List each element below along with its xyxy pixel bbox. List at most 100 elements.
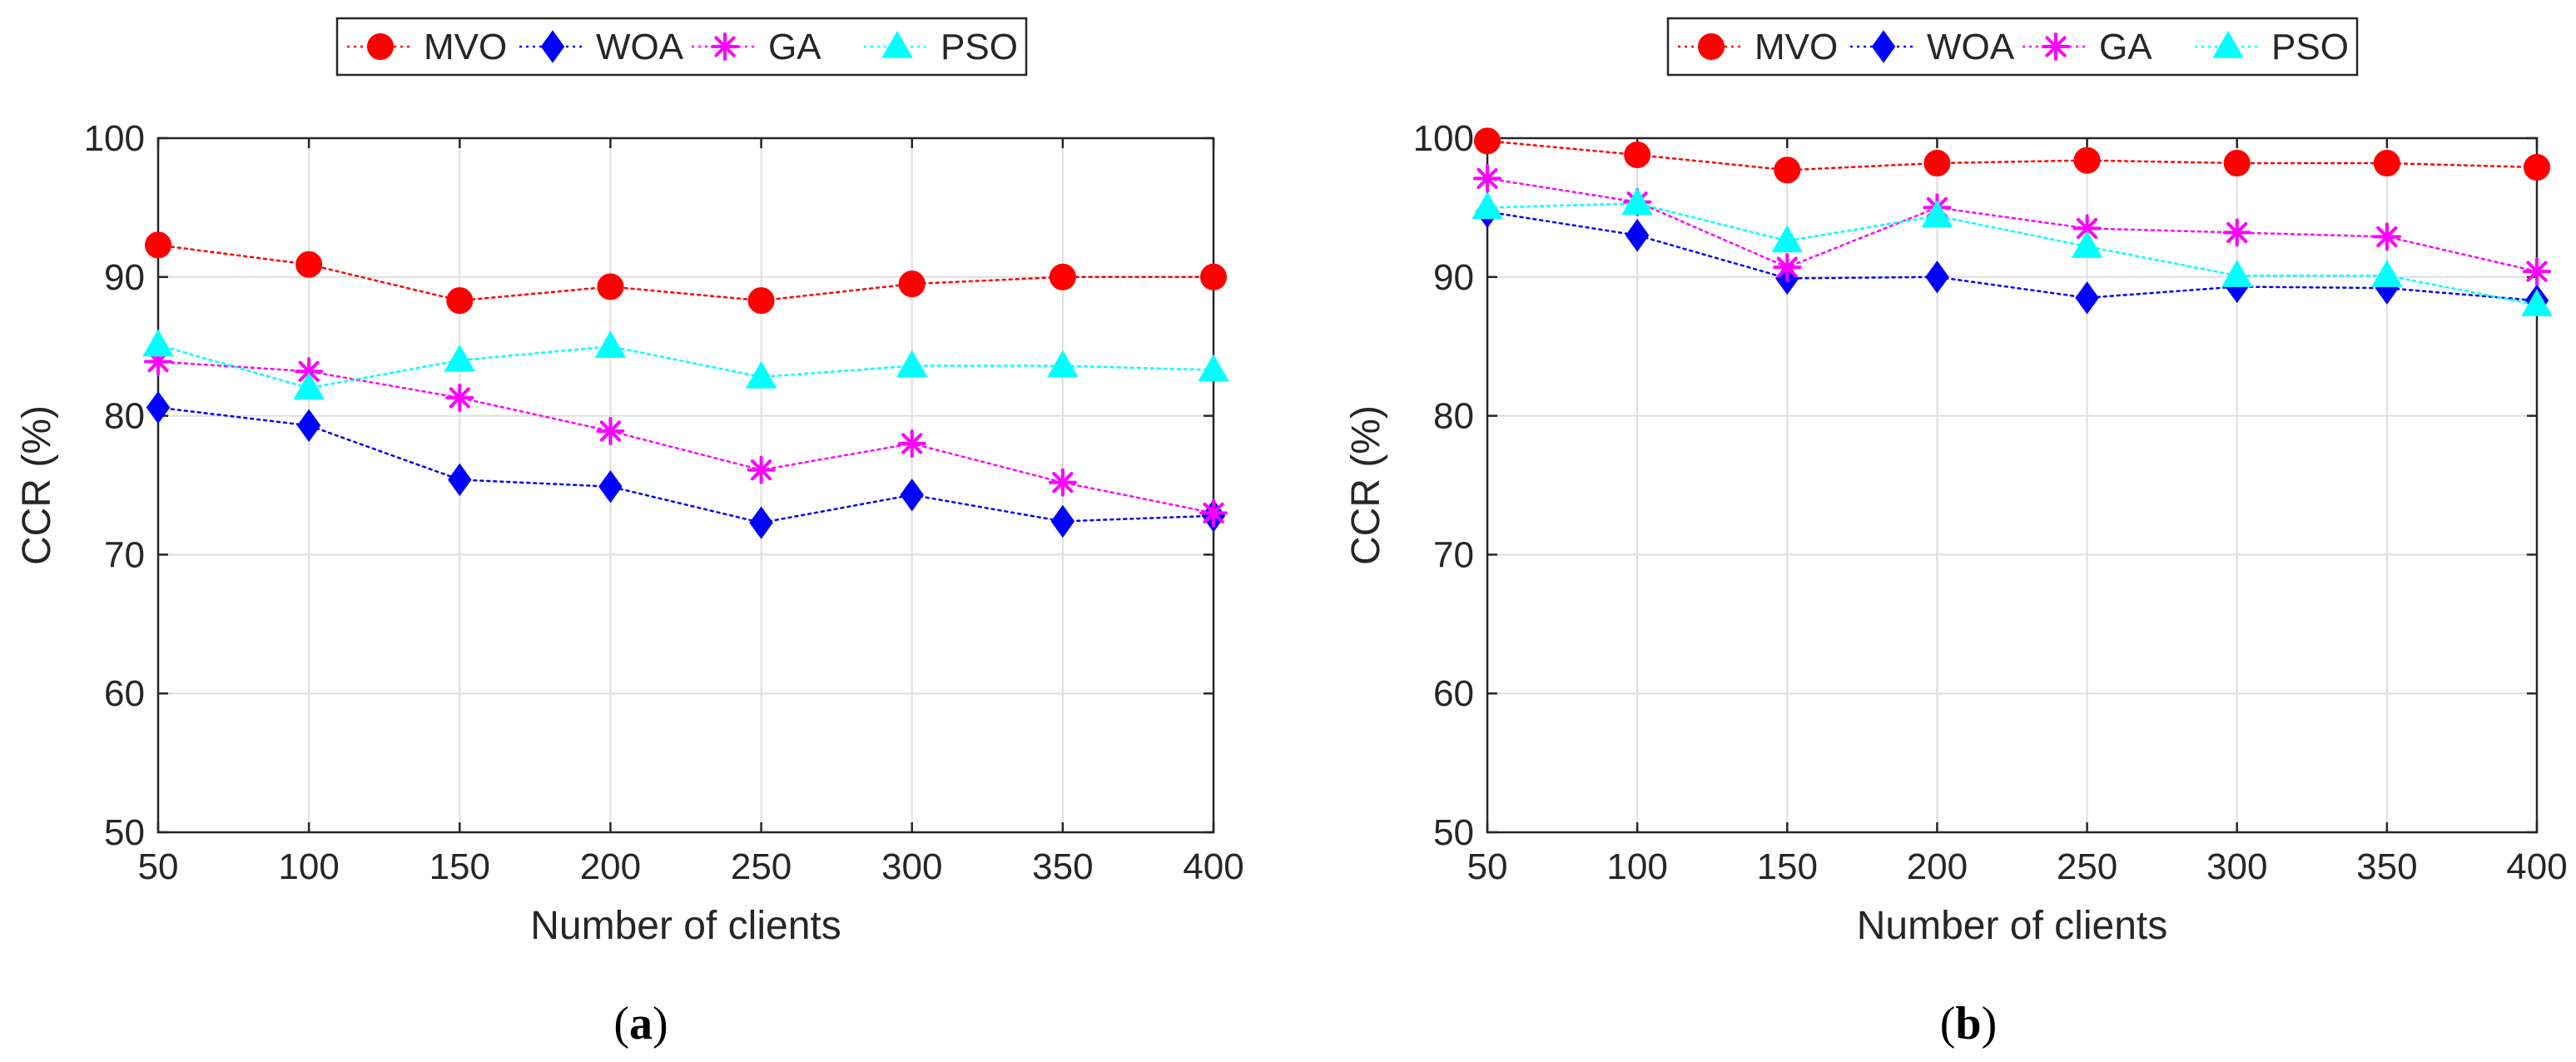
data-point-pso [1921,200,1953,228]
data-point-ga [897,429,926,458]
data-point-woa [1625,219,1650,252]
data-point-pso [1771,225,1804,253]
legend-label: MVO [424,27,507,67]
legend-marker [1871,30,1896,63]
axes-box [156,136,1215,834]
data-point-mvo [1624,141,1651,169]
y-tick-label: 50 [1433,812,1474,853]
data-point-mvo [747,287,775,315]
series-line-ga [1486,177,2539,273]
y-tick-label: 60 [1433,673,1474,714]
data-point-pso [745,360,777,389]
series-line-woa [1486,211,2539,302]
data-point-pso [1047,350,1079,378]
data-point-pso [1621,187,1653,216]
x-tick-label: 50 [138,846,179,887]
series-line-mvo [156,244,1215,302]
data-point-ga [2222,218,2251,247]
legend-item-woa: WOA [1850,27,2015,67]
legend-marker [2212,30,2244,58]
data-point-mvo [1200,263,1227,290]
data-point-woa [1925,261,1949,294]
x-tick-label: 200 [580,846,641,887]
x-tick-label: 200 [1907,846,1968,887]
series-mvo [145,231,1227,315]
legend-item-ga: GA [2023,27,2152,67]
x-tick-label: 300 [881,846,942,887]
series-mvo [1474,127,2550,184]
data-point-mvo [2223,150,2251,177]
x-tick-label: 250 [2057,846,2117,887]
data-point-mvo [1774,156,1801,184]
data-point-woa [749,506,773,539]
legend: MVO WOA GA PSO [335,17,1028,77]
y-tick-label: 90 [104,257,145,298]
y-tick-label: 60 [104,673,145,714]
x-tick-label: 350 [1032,846,1093,887]
series-line-woa [156,406,1215,524]
legend-item-woa: WOA [519,27,684,67]
data-point-pso [142,329,174,357]
plot-area [158,138,1214,832]
data-point-ga [1773,253,1802,282]
data-point-pso [2371,260,2403,287]
data-point-woa [448,463,472,497]
data-point-ga [747,455,776,484]
x-axis-label: Number of clients [1857,904,2167,948]
legend-marker [540,30,565,63]
y-tick-label: 70 [104,534,145,575]
data-point-mvo [1049,263,1076,290]
legend-label: GA [768,27,821,67]
data-point-woa [2075,281,2099,315]
data-point-woa [598,469,623,504]
data-point-mvo [1474,127,1501,155]
data-point-mvo [2073,146,2101,174]
series-pso [142,329,1229,399]
x-tick-label: 350 [2356,846,2417,887]
y-tick-label: 80 [104,396,145,437]
data-point-ga [1048,468,1077,497]
panel-caption: (b) [1940,998,1997,1050]
legend-marker [1698,33,1725,60]
series-line-pso [1486,202,2539,306]
data-point-mvo [295,251,323,278]
data-point-woa [900,478,924,512]
data-point-mvo [145,231,171,259]
data-point-woa [1050,504,1075,538]
data-point-mvo [597,273,624,300]
data-point-mvo [2373,150,2400,177]
data-point-mvo [1923,150,1951,177]
x-axis-label: Number of clients [530,904,841,948]
series-line-pso [156,344,1215,390]
caption-letter: a [629,998,653,1050]
legend-label: GA [2099,27,2152,67]
axes-box [1486,136,2539,834]
series-line-mvo [1486,140,2539,171]
legend-marker [2042,32,2070,61]
data-point-pso [1472,191,1503,220]
legend-label: MVO [1755,27,1838,67]
data-point-ga [596,416,625,445]
x-tick-label: 100 [1606,846,1667,887]
caption-open-paren: ( [613,998,629,1050]
y-axis-label: CCR (%) [1344,405,1388,565]
data-point-pso [896,350,928,378]
legend-item-mvo: MVO [1678,27,1838,67]
series-ga [1473,164,2551,286]
legend-label: WOA [1927,27,2015,67]
y-tick-label: 80 [1433,396,1474,437]
plot-area [1487,138,2537,832]
data-point-pso [594,330,627,358]
legend-label: WOA [596,27,684,67]
legend: MVO WOA GA PSO [1666,17,2359,77]
data-point-pso [444,344,476,372]
caption-close-paren: ) [1982,998,1998,1050]
series-woa [146,390,1226,539]
x-tick-label: 250 [731,846,792,887]
y-axis-label: CCR (%) [15,405,59,565]
data-point-ga [2372,222,2401,251]
caption-letter: b [1955,998,1981,1050]
x-tick-label: 150 [429,846,490,887]
data-point-ga [1473,164,1501,193]
